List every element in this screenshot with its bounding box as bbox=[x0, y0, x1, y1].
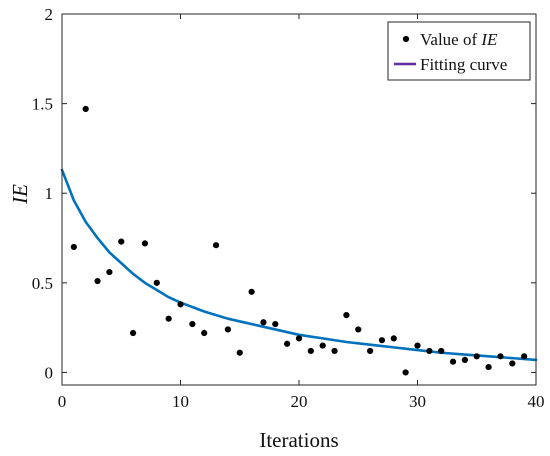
x-tick-label: 0 bbox=[58, 392, 67, 411]
data-point bbox=[236, 349, 243, 356]
data-point bbox=[284, 340, 291, 347]
data-point bbox=[130, 329, 137, 337]
data-point bbox=[497, 353, 504, 360]
data-point bbox=[177, 301, 184, 308]
y-tick-label: 1.5 bbox=[32, 95, 53, 114]
data-point bbox=[355, 326, 362, 333]
data-point bbox=[189, 320, 196, 328]
data-point bbox=[295, 335, 303, 342]
data-point bbox=[461, 356, 468, 364]
data-point bbox=[331, 347, 338, 355]
data-point bbox=[272, 320, 279, 328]
data-point bbox=[248, 288, 255, 295]
data-point bbox=[153, 279, 160, 286]
y-tick-label: 2 bbox=[45, 5, 54, 24]
data-point bbox=[94, 277, 101, 285]
x-tick-label: 40 bbox=[528, 392, 545, 411]
data-point bbox=[165, 315, 172, 322]
data-point bbox=[414, 342, 421, 349]
data-point bbox=[224, 326, 231, 333]
data-point bbox=[82, 105, 89, 113]
legend-marker-dot bbox=[402, 35, 410, 43]
data-point bbox=[378, 337, 386, 344]
data-point bbox=[343, 312, 350, 319]
y-axis-label: IE bbox=[8, 184, 32, 205]
axes-layer: 0 10 20 30 40 0 0.5 1 1.5 2 bbox=[32, 5, 545, 411]
x-tick-label: 10 bbox=[172, 392, 189, 411]
data-point bbox=[141, 240, 149, 247]
x-axis-label: Iterations bbox=[259, 428, 338, 452]
data-point bbox=[521, 353, 528, 360]
data-points-layer bbox=[70, 105, 528, 376]
data-point bbox=[473, 353, 480, 360]
fitting-curve-layer bbox=[60, 168, 538, 362]
legend-label-scatter-prefix: Value of bbox=[420, 30, 481, 49]
data-point bbox=[485, 363, 492, 371]
data-point bbox=[509, 360, 516, 367]
data-point bbox=[118, 238, 125, 245]
y-tick-label: 1 bbox=[45, 184, 54, 203]
legend-box bbox=[387, 21, 531, 81]
data-point bbox=[319, 342, 326, 349]
data-point bbox=[260, 319, 267, 326]
legend-label-line: Fitting curve bbox=[420, 55, 507, 74]
data-point bbox=[70, 243, 77, 251]
data-point bbox=[367, 347, 374, 355]
data-point bbox=[449, 358, 457, 365]
x-tick-label: 20 bbox=[291, 392, 308, 411]
legend-label-scatter-emph: IE bbox=[480, 30, 498, 49]
data-point bbox=[426, 347, 433, 355]
data-point bbox=[201, 329, 208, 337]
data-point bbox=[212, 242, 220, 249]
data-point bbox=[402, 369, 409, 376]
y-tick-label: 0 bbox=[45, 363, 54, 382]
x-tick-label: 30 bbox=[409, 392, 426, 411]
data-point bbox=[438, 347, 445, 355]
legend-label-scatter: Value of IE bbox=[420, 30, 498, 49]
data-point bbox=[106, 268, 113, 276]
data-point bbox=[390, 335, 397, 342]
y-tick-label: 0.5 bbox=[32, 274, 53, 293]
data-point bbox=[307, 347, 314, 355]
fitting-curve-line bbox=[60, 168, 538, 362]
legend: Value of IE Fitting curve bbox=[387, 21, 531, 81]
